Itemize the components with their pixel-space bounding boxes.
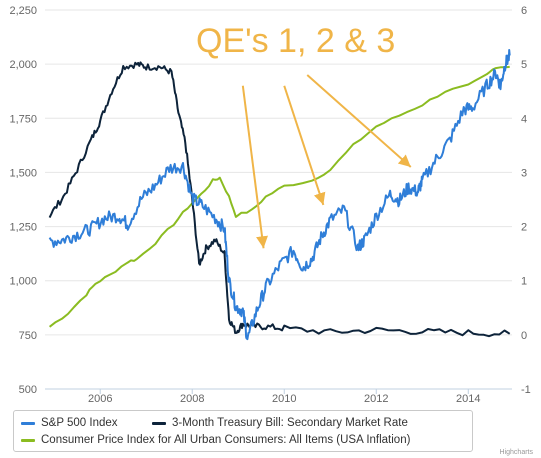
y-left-tick-label: 2,000 [9, 59, 37, 71]
legend-item-tbill[interactable]: 3-Month Treasury Bill: Secondary Market … [152, 417, 408, 429]
qe-annotation: QE's 1, 2 & 3 [196, 22, 395, 60]
y-right-tick-label: 4 [521, 113, 527, 125]
legend-swatch-tbill [152, 421, 166, 425]
annotation-arrows [241, 74, 412, 249]
annotation-arrow-2 [283, 85, 326, 206]
chart-credit: Highcharts [499, 449, 533, 456]
x-axis: 2006 2008 2010 2012 2014 [45, 388, 512, 405]
x-tick-label: 2010 [272, 393, 296, 405]
x-tick-label: 2006 [88, 393, 112, 405]
x-tick-label: 2012 [364, 393, 388, 405]
series-line-tbill [48, 61, 511, 338]
series-lines [48, 49, 511, 341]
y-left-tick-label: 2,250 [9, 5, 37, 17]
legend-item-cpi[interactable]: Consumer Price Index for All Urban Consu… [21, 434, 410, 446]
series-line-cpi [48, 65, 510, 328]
y-right-tick-label: 2 [521, 222, 527, 234]
y-left-tick-label: 750 [19, 330, 37, 342]
y-axis-left: 500 750 1,000 1,250 1,500 1,750 2,000 2,250 [9, 5, 37, 396]
y-right-tick-label: -1 [521, 384, 531, 396]
y-right-tick-label: 5 [521, 59, 527, 71]
legend: S&P 500 Index 3-Month Treasury Bill: Sec… [13, 410, 473, 452]
legend-item-sp500[interactable]: S&P 500 Index [21, 417, 118, 429]
annotation-arrow-3 [306, 74, 412, 168]
y-right-tick-label: 6 [521, 5, 527, 17]
legend-label-cpi: Consumer Price Index for All Urban Consu… [41, 434, 411, 446]
y-left-tick-label: 500 [19, 384, 37, 396]
y-left-tick-label: 1,000 [9, 276, 37, 288]
x-tick-label: 2008 [180, 393, 204, 405]
series-line-sp500 [48, 49, 511, 341]
y-right-tick-label: 1 [521, 276, 527, 288]
y-right-tick-label: 0 [521, 330, 527, 342]
legend-label-tbill: 3-Month Treasury Bill: Secondary Market … [172, 417, 408, 429]
annotation-arrow-1 [241, 85, 268, 249]
legend-swatch-sp500 [21, 421, 35, 425]
gridlines [45, 9, 512, 390]
legend-swatch-cpi [21, 438, 35, 442]
y-axis-right: -1 0 1 2 3 4 5 6 [521, 5, 531, 396]
y-left-tick-label: 1,750 [9, 113, 37, 125]
legend-label-sp500: S&P 500 Index [41, 417, 118, 429]
y-right-tick-label: 3 [521, 167, 527, 179]
y-left-tick-label: 1,500 [9, 167, 37, 179]
x-tick-label: 2014 [456, 393, 480, 405]
y-left-tick-label: 1,250 [9, 222, 37, 234]
